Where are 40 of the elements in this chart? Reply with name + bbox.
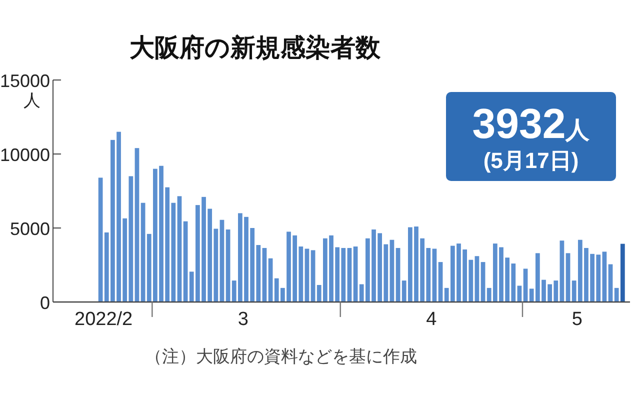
bar — [347, 248, 352, 302]
bar — [98, 178, 103, 302]
bar — [602, 252, 607, 302]
bar — [614, 288, 619, 302]
bar — [432, 248, 437, 302]
bar — [608, 264, 613, 302]
bar — [560, 240, 564, 302]
chart-title: 大阪府の新規感染者数 — [130, 34, 382, 62]
y-tick-label: 5000 — [10, 219, 50, 239]
bar — [262, 248, 267, 302]
bar — [304, 248, 310, 302]
bar — [480, 262, 486, 302]
bar — [474, 256, 480, 302]
bar — [183, 221, 188, 302]
y-tick-label: 10000 — [0, 145, 50, 165]
bar — [396, 248, 400, 302]
x-tick-label: 4 — [426, 309, 438, 330]
bar — [620, 244, 625, 302]
y-tick-label: 0 — [40, 293, 50, 313]
y-axis-title: 人 — [24, 91, 40, 110]
bar — [140, 202, 146, 302]
annotation: (5月17日) — [483, 148, 579, 173]
bar — [268, 258, 273, 302]
y-tick-label: 15000 — [0, 71, 50, 91]
bar — [310, 250, 316, 302]
bar — [177, 196, 182, 302]
annotation: 3932人 — [472, 100, 591, 147]
bar — [566, 253, 570, 302]
bar — [517, 286, 522, 302]
x-tick-label: 5 — [572, 309, 582, 330]
bar — [390, 240, 394, 302]
bar — [438, 262, 443, 302]
x-tick-label: 3 — [238, 309, 249, 330]
x-tick-label: 2022/2 — [74, 309, 133, 330]
bar — [134, 148, 140, 302]
text: （注）大阪府の資料などを基に作成 — [145, 347, 417, 366]
bar — [226, 229, 230, 302]
bar — [220, 220, 224, 302]
bar — [353, 246, 358, 302]
bar — [523, 268, 528, 302]
